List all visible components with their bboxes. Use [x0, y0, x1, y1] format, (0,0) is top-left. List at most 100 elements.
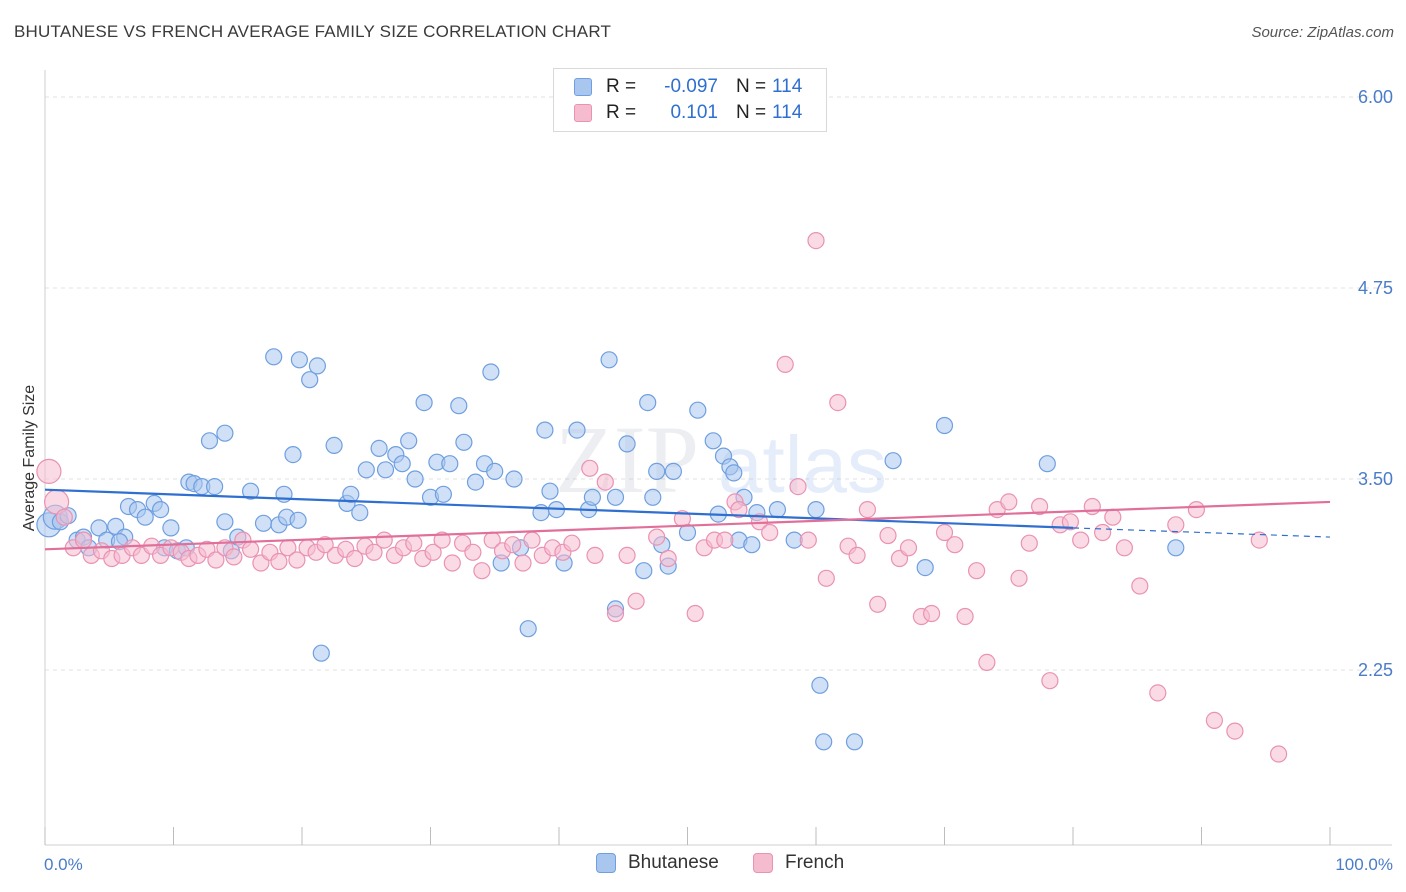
- data-point: [370, 439, 388, 457]
- data-point: [956, 607, 974, 626]
- data-point: [434, 485, 452, 503]
- data-point: [1020, 534, 1038, 552]
- y-axis-label: Average Family Size: [21, 385, 38, 532]
- data-point: [200, 432, 219, 450]
- data-point: [789, 478, 807, 496]
- grid-lines: [45, 96, 1392, 671]
- data-point: [1205, 711, 1224, 730]
- data-point: [400, 432, 418, 450]
- data-point: [811, 676, 829, 694]
- data-point: [1269, 745, 1288, 763]
- data-point: [586, 546, 604, 565]
- data-point: [433, 531, 451, 549]
- data-point: [415, 394, 433, 412]
- data-point: [1167, 516, 1185, 534]
- stats-legend: R = -0.097 N = 114 R = 0.101 N = 114: [553, 68, 827, 132]
- data-point: [606, 488, 625, 506]
- data-point: [1000, 493, 1018, 511]
- data-point: [36, 458, 62, 484]
- legend-row-french: R = 0.101 N = 114: [574, 101, 802, 125]
- legend-label-bhutanese: Bhutanese: [628, 852, 719, 873]
- data-point: [393, 455, 411, 473]
- data-point: [659, 549, 677, 568]
- legend-n-label: N =: [736, 102, 767, 123]
- data-point: [761, 523, 779, 542]
- data-point: [815, 733, 833, 751]
- data-point: [450, 397, 468, 415]
- data-point: [216, 424, 234, 442]
- data-point: [768, 501, 787, 519]
- data-point: [716, 531, 734, 549]
- data-point: [505, 470, 523, 488]
- legend-item-french[interactable]: French: [753, 852, 844, 874]
- data-point: [541, 482, 559, 500]
- legend-n-value: 114: [772, 102, 803, 123]
- data-point: [357, 461, 375, 479]
- data-point: [312, 644, 330, 662]
- y-tick-label: 6.00: [1358, 87, 1393, 107]
- data-point: [978, 653, 996, 672]
- legend-item-bhutanese[interactable]: Bhutanese: [596, 852, 719, 874]
- x-tick-label: 0.0%: [44, 855, 83, 874]
- data-point: [136, 508, 154, 526]
- legend-swatch-french: [753, 853, 773, 873]
- data-point: [596, 473, 614, 491]
- data-point: [879, 526, 897, 545]
- data-point: [482, 363, 500, 381]
- legend-swatch-french: [574, 104, 592, 122]
- data-point: [346, 549, 364, 568]
- chart-source: Source: ZipAtlas.com: [1251, 24, 1394, 41]
- chart-title: BHUTANESE VS FRENCH AVERAGE FAMILY SIZE …: [14, 22, 612, 41]
- data-point: [606, 604, 625, 623]
- data-point: [845, 733, 864, 751]
- series-legend: Bhutanese French: [0, 852, 1406, 878]
- data-point: [162, 519, 180, 537]
- data-point: [504, 536, 522, 554]
- data-point: [443, 554, 461, 572]
- data-point: [858, 501, 877, 519]
- data-point: [1226, 722, 1244, 740]
- legend-n-label: N =: [736, 76, 767, 97]
- data-point: [884, 452, 902, 470]
- data-point: [536, 421, 554, 439]
- data-point: [90, 519, 108, 537]
- data-point: [916, 558, 934, 577]
- data-point: [1149, 684, 1167, 702]
- data-point: [935, 416, 954, 435]
- data-point: [644, 488, 662, 506]
- trend-line-french: [44, 500, 1331, 551]
- data-point: [289, 511, 307, 529]
- data-point: [464, 543, 482, 561]
- data-point: [967, 562, 986, 580]
- data-point: [568, 421, 586, 439]
- legend-r-label: R =: [606, 76, 637, 97]
- data-point: [441, 455, 459, 473]
- data-point: [664, 462, 683, 480]
- data-point: [308, 357, 326, 375]
- data-point: [519, 620, 537, 638]
- data-point: [1131, 577, 1149, 595]
- data-point: [365, 543, 383, 561]
- data-point: [1038, 455, 1056, 473]
- data-point: [817, 569, 835, 587]
- data-point: [1061, 513, 1080, 531]
- data-point: [807, 501, 825, 519]
- data-point: [523, 531, 541, 549]
- data-point: [265, 348, 283, 366]
- y-tick-label: 4.75: [1358, 278, 1393, 298]
- data-point: [1104, 508, 1122, 526]
- trend-lines: [44, 488, 1331, 551]
- x-tick-label: 100.0%: [1335, 855, 1393, 874]
- data-point: [648, 528, 666, 546]
- data-point: [618, 546, 636, 565]
- data-point: [686, 604, 704, 623]
- data-point: [704, 432, 722, 450]
- data-point: [1083, 497, 1101, 516]
- data-point: [635, 562, 653, 580]
- data-point: [424, 543, 442, 561]
- data-point: [1187, 501, 1206, 519]
- data-point: [743, 536, 761, 554]
- data-point: [270, 552, 288, 571]
- data-point: [466, 473, 485, 491]
- data-point: [600, 351, 618, 369]
